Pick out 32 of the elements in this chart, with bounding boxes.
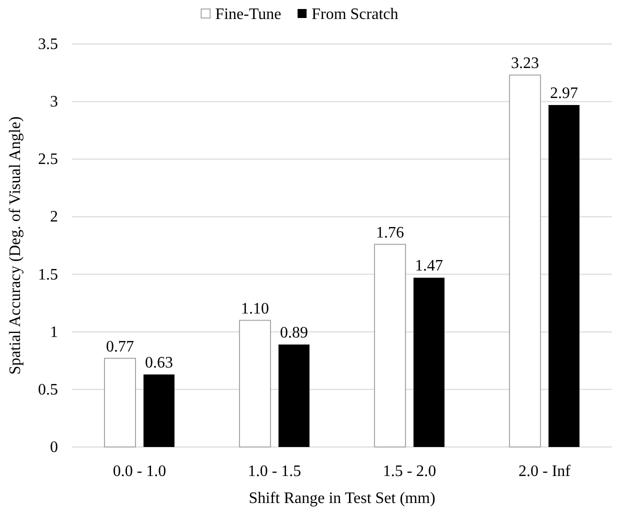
y-tick-label: 3 <box>50 94 58 111</box>
y-tick-label: 2 <box>50 208 58 226</box>
x-tick-label: 0.0 - 1.0 <box>112 463 166 480</box>
x-tick-label: 2.0 - Inf <box>518 463 572 480</box>
y-tick-label: 1.5 <box>38 266 58 284</box>
bar <box>374 244 406 448</box>
bar <box>239 320 271 448</box>
data-label: 1.47 <box>415 258 443 275</box>
data-label: 1.76 <box>376 224 404 242</box>
x-tick-label: 1.5 - 2.0 <box>382 463 436 480</box>
bar <box>278 344 310 447</box>
bar <box>548 105 580 447</box>
bar <box>509 74 541 448</box>
x-axis-title: Shift Range in Test Set (mm) <box>248 490 436 507</box>
y-tick-label: 2.5 <box>38 151 58 168</box>
x-tick-label: 1.0 - 1.5 <box>248 463 302 480</box>
data-label: 0.77 <box>106 338 134 356</box>
legend-label: Fine-Tune <box>215 6 282 23</box>
data-label: 2.97 <box>550 85 578 102</box>
data-label: 1.10 <box>241 300 269 318</box>
bar <box>414 278 444 447</box>
data-label: 3.23 <box>511 55 539 72</box>
data-label: 0.89 <box>280 324 308 342</box>
y-tick-label: 0 <box>50 439 58 456</box>
y-tick-label: 0.5 <box>38 381 58 398</box>
bar <box>144 374 174 447</box>
data-label: 0.63 <box>145 354 173 372</box>
y-axis-title: Spatial Accuracy (Deg. of Visual Angle) <box>7 116 24 375</box>
y-tick-label: 3.5 <box>38 36 58 53</box>
y-tick-label: 1 <box>50 324 58 341</box>
bar <box>104 358 136 448</box>
legend-label: From Scratch <box>312 6 398 23</box>
